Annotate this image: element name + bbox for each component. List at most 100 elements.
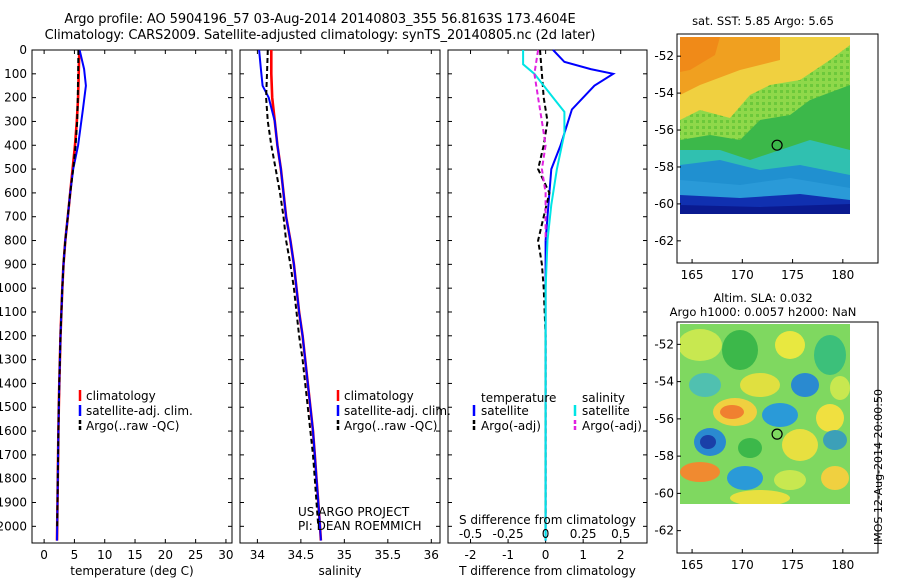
series-line-0 [55,49,81,541]
argo-location-marker [771,139,783,151]
y-tick-label: 1400 [0,376,27,390]
x-axis-label: T difference from climatology [458,564,636,578]
x-tick-label: 5 [71,548,79,562]
y-tick-label: 1700 [0,448,27,462]
y-tick-label: -52 [654,49,674,63]
legend-label: Argo(..raw -QC) [86,419,179,433]
top-tick-label: 0.5 [611,527,630,541]
y-tick-label: -60 [654,486,674,500]
y-tick-label: 1200 [0,329,27,343]
panel-frame [447,49,648,544]
figure-title-line1: Argo profile: AO 5904196_57 03-Aug-2014 … [64,12,576,27]
panel-frame [239,49,441,544]
x-tick-label: 1 [579,548,587,562]
x-tick-label: 165 [681,268,704,282]
y-tick-label: 1800 [0,472,27,486]
y-tick-label: -62 [654,524,674,538]
series-line-0 [544,49,616,541]
x-tick-label: 0 [542,548,550,562]
x-tick-label: 35 [337,548,352,562]
legend-label: Argo(..raw -QC) [344,419,437,433]
top-tick-label: -0.25 [493,527,524,541]
x-tick-label: -1 [502,548,514,562]
sst-map-image [680,37,850,214]
series-line-1 [537,49,551,527]
x-tick-label: 20 [158,548,173,562]
y-tick-label: -54 [654,86,674,100]
map-frame [676,33,879,264]
x-tick-label: 170 [731,268,754,282]
y-tick-label: 600 [4,186,27,200]
y-tick-label: 2000 [0,519,27,533]
x-tick-label: 30 [218,548,233,562]
y-tick-label: 200 [4,91,27,105]
series-line-3 [533,49,547,241]
difference-panel: -2 -1 0 1 2 T difference from climatology -0.5… [447,49,648,578]
sla-map: Altim. SLA: 0.032 Argo h1000: 0.0057 h20… [654,291,879,572]
sst-map: sat. SST: 5.85 Argo: 5.65 165 170 175 180 -5… [654,14,879,282]
y-tick-label: 1100 [0,305,27,319]
y-tick-label: -56 [654,123,674,137]
project-label: US ARGO PROJECT [298,505,410,519]
y-tick-label: 900 [4,257,27,271]
sla-map-image [680,324,850,504]
series-line-1 [258,49,322,541]
y-tick-label: 400 [4,138,27,152]
x-tick-label: 35.5 [374,548,401,562]
sla-map-title-line1: Altim. SLA: 0.032 [713,291,812,305]
x-tick-label: 15 [127,548,142,562]
y-tick-label: 1500 [0,400,27,414]
legend-label: satellite-adj. clim. [344,404,451,418]
legend-label: satellite [481,404,529,418]
panel-frame [31,49,233,544]
series-line-2 [56,49,80,527]
y-tick-label: -52 [654,337,674,351]
x-tick-label: 36 [424,548,439,562]
y-tick-label: 1000 [0,281,27,295]
series-line-1 [56,49,87,541]
legend-label: Argo(-adj) [582,419,642,433]
x-tick-label: 180 [831,558,854,572]
y-tick-label: -58 [654,160,674,174]
series-line-2 [522,50,566,541]
x-tick-label: -2 [465,548,477,562]
x-axis-label: salinity [318,564,361,578]
x-tick-label: 0 [40,548,48,562]
top-axis-label: S difference from climatology [459,513,636,527]
legend-title-temperature: temperature [481,391,556,405]
top-tick-label: 0.25 [570,527,597,541]
sst-map-title: sat. SST: 5.85 Argo: 5.65 [692,14,834,28]
series-line-2 [265,49,320,527]
x-tick-label: 2 [617,548,625,562]
y-tick-label: 300 [4,114,27,128]
legend-label: climatology [344,389,414,403]
argo-location-marker [771,428,783,440]
x-tick-label: 175 [781,268,804,282]
y-tick-label: 1900 [0,496,27,510]
top-tick-label: 0 [542,527,550,541]
y-tick-label: -60 [654,197,674,211]
x-tick-label: 25 [188,548,203,562]
top-tick-label: -0.5 [459,527,482,541]
y-tick-label: 700 [4,210,27,224]
salinity-panel: 34 34.5 35 35.5 36 salinity climatologysatelli… [239,49,451,578]
x-axis-label: temperature (deg C) [70,564,193,578]
x-tick-label: 10 [97,548,112,562]
y-tick-label: -58 [654,449,674,463]
x-tick-label: 34.5 [288,548,315,562]
legend-label: satellite [582,404,630,418]
y-tick-label: -54 [654,375,674,389]
figure-title-line2: Climatology: CARS2009. Satellite-adjuste… [44,28,596,43]
y-tick-label: -62 [654,234,674,248]
imos-timestamp: IMOS 12-Aug-2014 20:00:50 [872,389,885,545]
legend-title-salinity: salinity [582,391,625,405]
y-tick-label: 800 [4,234,27,248]
legend-label: climatology [86,389,156,403]
x-tick-label: 180 [831,268,854,282]
y-tick-label: 0 [19,43,27,57]
x-tick-label: 165 [681,558,704,572]
legend-label: satellite-adj. clim. [86,404,193,418]
temperature-panel: 0100200300400500600700800900100011001200… [0,43,234,578]
y-tick-label: 500 [4,162,27,176]
